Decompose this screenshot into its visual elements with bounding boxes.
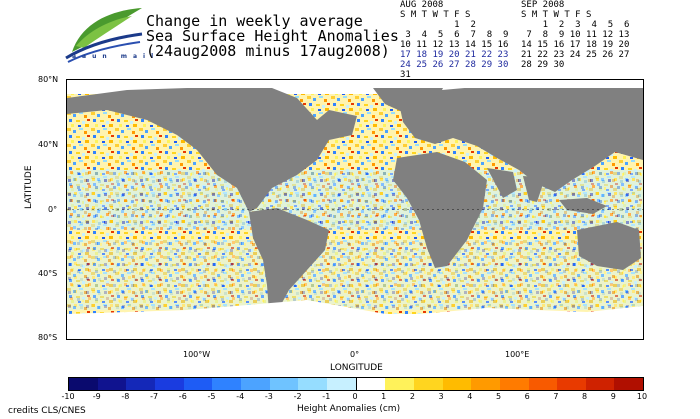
title-line-3: (24aug2008 minus 17aug2008) [146,42,390,60]
colorbar-tick-label: -2 [293,392,302,401]
colorbar-tick-label: -10 [61,392,75,401]
calendar-aug-row: 3 4 5 6 7 8 9 [400,30,509,40]
colorbar-swatch [442,378,472,390]
calendar-sep-header: S M T W T F S [521,10,592,20]
y-tick-label: 80°N [38,75,59,84]
colorbar-swatch [557,378,586,390]
colorbar-tick-label: 10 [636,392,648,401]
credits-text: credits CLS/CNES [8,406,86,416]
colorbar-tick-label: 4 [467,392,473,401]
calendar-aug-title: AUG 2008 [400,0,444,10]
aviso-logo [65,8,143,63]
colorbar-label: Height Anomalies (cm) [297,404,401,414]
colorbar-swatch [69,378,98,390]
colorbar-swatch [614,378,644,390]
map-canvas [67,80,643,339]
colorbar-tick-label: -1 [322,392,331,401]
colorbar-tick-label: 7 [553,392,559,401]
colorbar-tick-label: -4 [236,392,245,401]
y-tick-label: 0° [48,205,58,214]
colorbar-swatch [154,378,184,390]
chart-title: Change in weekly average Sea Surface Heig… [146,14,399,59]
colorbar-tick-label: 2 [409,392,415,401]
colorbar-swatch [183,378,213,390]
y-tick-label: 80°S [38,333,58,342]
colorbar-tick-label: -5 [207,392,216,401]
colorbar-tick-label: 9 [610,392,616,401]
colorbar-tick-label: 5 [495,392,502,401]
colorbar-swatch [298,378,327,390]
calendar-aug-header: S M T W T F S [400,10,471,20]
calendar-aug-row: 17 18 19 20 21 22 23 [400,50,509,60]
colorbar-tick-label: -9 [92,392,101,401]
colorbar-tick-label: -6 [178,392,187,401]
colorbar-swatch [499,378,529,390]
x-tick-label: 100°W [183,350,211,359]
calendar-sep-row: 28 29 30 [521,60,565,70]
calendar-aug: AUG 2008 S M T W T F S 1 2 3 4 5 6 7 8 9… [400,0,508,80]
colorbar-swatch [385,378,414,390]
antarctic-nodata [67,300,643,339]
southern-ocean-band [67,240,643,310]
y-axis-label: LATITUDE [24,165,34,209]
y-tick-label: 40°S [38,269,58,278]
colorbar-swatch [413,378,443,390]
title-line-2: Sea Surface Height Anomalies [146,27,399,45]
calendar-aug-row: 31 [400,70,411,80]
calendar-aug-row: 1 2 [400,20,476,30]
colorbar-ticks: -10 -9 -8 -7 -6 -5 -4 -3 -2 -1 0 1 2 3 4 5 6 7 8 9 10 [61,392,647,402]
calendar-sep-row: 21 22 23 24 25 26 27 [521,50,630,60]
colorbar-swatch [585,378,615,390]
anomaly-map [66,79,644,340]
colorbar-tick-label: 1 [381,392,387,401]
calendar-aug-row: 24 25 26 27 28 29 30 [400,60,509,70]
calendar-sep-row: 7 8 9 10 11 12 13 [521,30,630,40]
colorbar-tick-label: 8 [582,392,588,401]
x-axis-label: LONGITUDE [330,363,383,373]
land-masses [67,80,643,312]
calendar-sep-row: 14 15 16 17 18 19 20 [521,40,630,50]
colorbar-swatch [355,378,386,390]
x-tick-label: 0° [350,350,360,359]
colorbar-swatch [212,378,241,390]
calendar-sep-title: SEP 2008 [521,0,565,10]
colorbar-tick-label: 0 [352,392,358,401]
colorbar-tick-label: 3 [438,392,444,401]
colorbar-swatch [471,378,500,390]
x-tick-label: 100°E [505,350,530,359]
title-line-1: Change in weekly average [146,12,363,30]
colorbar-swatch [240,378,270,390]
colorbar [68,377,644,391]
y-tick-label: 40°N [38,140,59,149]
colorbar-swatch [269,378,299,390]
colorbar-swatch [528,378,558,390]
colorbar-swatch [97,378,127,390]
arctic-nodata [67,80,643,88]
colorbar-tick-label: -7 [150,392,159,401]
calendar-sep: SEP 2008 S M T W T F S 1 2 3 4 5 6 7 8 9… [521,0,629,70]
colorbar-tick-label: -8 [121,392,130,401]
colorbar-tick-label: -3 [264,392,273,401]
calendar-sep-row: 1 2 3 4 5 6 [521,20,630,30]
calendar-aug-row: 10 11 12 13 14 15 16 [400,40,509,50]
colorbar-swatch [126,378,155,390]
colorbar-swatch [326,378,356,390]
logo-wordmark: aaun mail [72,53,160,60]
colorbar-tick-label: 6 [524,392,530,401]
